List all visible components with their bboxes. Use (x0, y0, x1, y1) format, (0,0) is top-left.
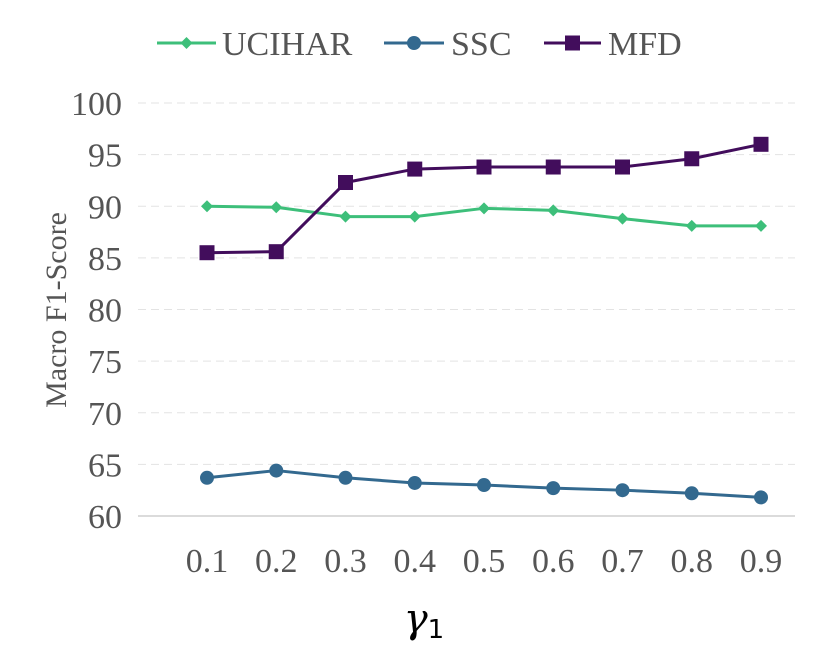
data-point-ssc (338, 470, 353, 485)
data-point-ssc (407, 475, 422, 490)
data-point-ucihar (339, 210, 352, 223)
data-point-mfd (615, 159, 630, 175)
y-tick-label: 60 (88, 499, 122, 536)
x-tick-labels: 0.1 0.2 0.3 0.4 0.5 0.6 0.7 0.8 0.9 (186, 543, 783, 580)
y-tick-label: 65 (88, 447, 122, 484)
y-tick-label: 70 (88, 396, 122, 433)
legend-item-ssc: SSC (384, 26, 512, 63)
x-tick-label: 0.3 (324, 543, 367, 580)
data-point-mfd (268, 244, 284, 260)
data-point-mfd (338, 175, 353, 191)
legend-label-ucihar: UCIHAR (222, 26, 353, 63)
data-point-ssc (200, 470, 214, 485)
data-point-ucihar (685, 219, 698, 232)
data-point-ssc (269, 463, 284, 478)
x-tick-label: 0.5 (463, 543, 506, 580)
data-point-mfd (684, 151, 700, 167)
x-tick-label: 0.2 (255, 543, 298, 580)
y-tick-labels: 60 65 70 75 80 85 90 95 100 (71, 86, 122, 536)
data-point-ucihar (408, 210, 421, 223)
data-point-ucihar (755, 219, 767, 232)
series-ucihar (201, 200, 767, 232)
x-axis-label: γ1 (404, 596, 444, 645)
y-tick-label: 95 (88, 138, 122, 175)
legend: UCIHAR SSC MFD (157, 26, 682, 63)
y-tick-label: 100 (71, 86, 122, 123)
data-point-ssc (754, 490, 768, 505)
data-point-ucihar (201, 200, 213, 213)
y-axis-label: Macro F1-Score (40, 212, 73, 408)
data-point-ucihar (270, 201, 283, 214)
x-tick-label: 0.4 (394, 543, 437, 580)
x-axis-label-subscript: 1 (428, 615, 445, 645)
legend-marker-ucihar (180, 37, 193, 49)
legend-marker-mfd (565, 35, 580, 51)
data-point-mfd (753, 136, 769, 152)
data-point-ssc (615, 483, 630, 498)
data-point-ssc (477, 478, 491, 493)
data-point-ucihar (478, 202, 490, 215)
legend-label-mfd: MFD (608, 26, 682, 63)
data-point-mfd (199, 245, 215, 261)
series-ssc (200, 463, 768, 505)
data-point-ucihar (547, 204, 560, 217)
data-point-mfd (545, 159, 561, 175)
legend-item-ucihar: UCIHAR (157, 26, 353, 63)
x-tick-label: 0.6 (532, 543, 575, 580)
legend-marker-ssc (407, 36, 421, 50)
x-tick-label: 0.9 (740, 543, 783, 580)
y-tick-label: 75 (88, 344, 122, 381)
data-point-ucihar (616, 212, 629, 225)
legend-item-mfd: MFD (544, 26, 682, 63)
data-point-ssc (546, 481, 561, 496)
data-point-mfd (407, 161, 423, 177)
series-mfd (199, 136, 769, 261)
x-tick-label: 0.8 (671, 543, 714, 580)
series (199, 136, 769, 505)
y-tick-label: 90 (88, 189, 122, 226)
x-axis-label-main: γ (404, 596, 428, 642)
data-point-mfd (476, 159, 492, 175)
x-tick-label: 0.7 (601, 543, 644, 580)
legend-label-ssc: SSC (451, 26, 512, 63)
x-tick-label: 0.1 (186, 543, 229, 580)
y-tick-label: 85 (88, 241, 122, 278)
data-point-ssc (684, 486, 699, 501)
y-tick-label: 80 (88, 293, 122, 330)
